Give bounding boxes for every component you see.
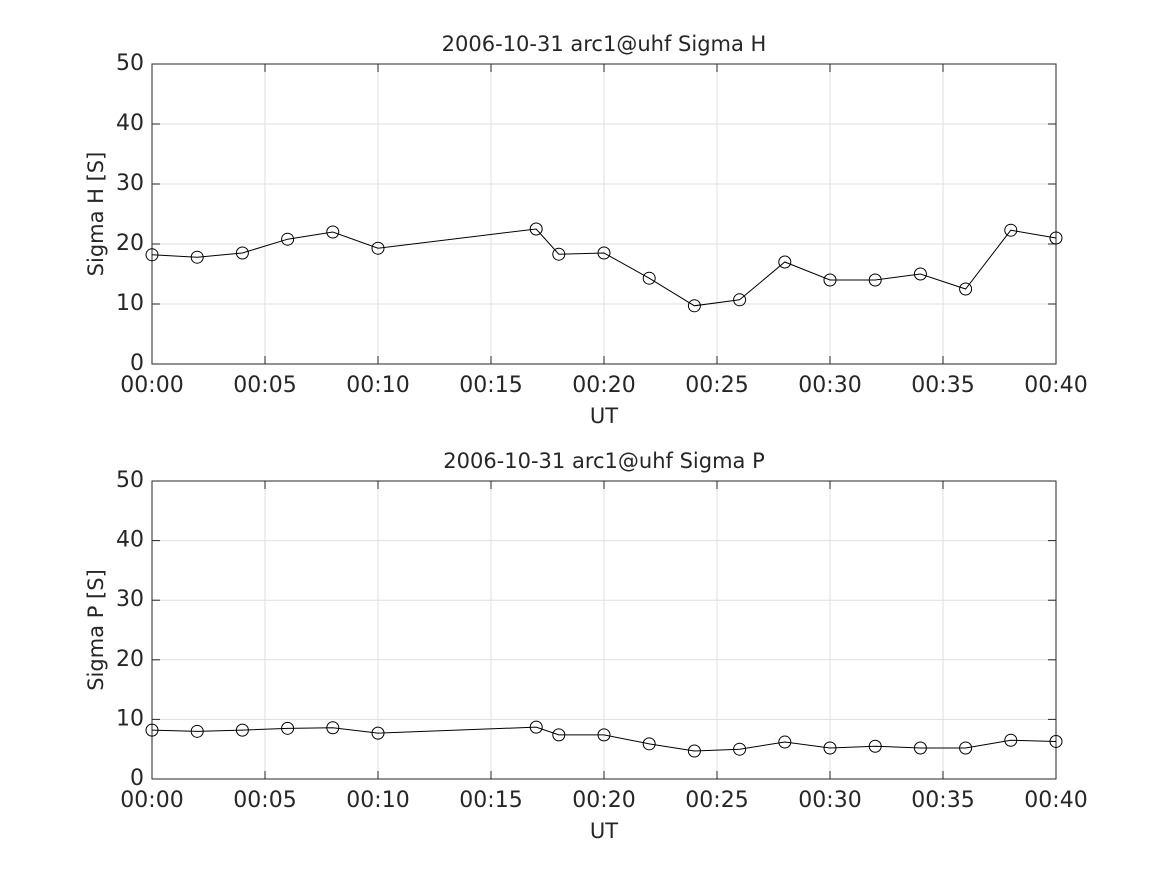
data-point [529, 222, 543, 236]
data-point [371, 726, 385, 740]
y-tick-label: 0 [130, 766, 144, 791]
data-point [552, 247, 566, 261]
data-point [235, 723, 249, 737]
data-point [145, 248, 159, 262]
y-tick-label: 40 [116, 111, 144, 136]
x-tick-label: 00:15 [459, 373, 522, 398]
x-tick-label: 00:10 [346, 373, 409, 398]
x-tick-label: 00:20 [572, 788, 635, 813]
data-line [151, 726, 1057, 752]
data-point [1004, 223, 1018, 237]
data-point [281, 721, 295, 735]
axes-box [151, 480, 1057, 780]
y-tick-label: 30 [116, 587, 144, 612]
data-point [1004, 733, 1018, 747]
y-tick-label: 50 [116, 468, 144, 493]
data-point [642, 737, 656, 751]
x-tick-label: 00:35 [911, 373, 974, 398]
data-point [913, 267, 927, 281]
x-tick-label: 00:30 [798, 788, 861, 813]
data-point [529, 720, 543, 734]
x-tick-label: 00:40 [1024, 373, 1087, 398]
data-point [959, 282, 973, 296]
y-tick-label: 10 [116, 706, 144, 731]
data-point [868, 739, 882, 753]
data-point [281, 232, 295, 246]
data-point [552, 728, 566, 742]
data-point [823, 273, 837, 287]
x-axis-label: UT [590, 819, 618, 843]
y-axis-label: Sigma H [S] [84, 152, 108, 277]
x-tick-label: 00:25 [685, 788, 748, 813]
x-tick-label: 00:00 [120, 373, 183, 398]
y-axis-label: Sigma P [S] [84, 569, 108, 691]
x-tick-label: 00:15 [459, 788, 522, 813]
chart-title: 2006-10-31 arc1@uhf Sigma P [443, 449, 765, 473]
data-point [597, 246, 611, 260]
data-point [733, 293, 747, 307]
data-point [190, 724, 204, 738]
x-tick-label: 00:20 [572, 373, 635, 398]
data-line [151, 228, 1057, 307]
data-point [597, 728, 611, 742]
chart-title: 2006-10-31 arc1@uhf Sigma H [442, 32, 767, 56]
data-point [1049, 734, 1063, 748]
y-tick-label: 30 [116, 171, 144, 196]
data-point [1049, 231, 1063, 245]
data-point [778, 735, 792, 749]
y-tick-label: 0 [130, 351, 144, 376]
y-tick-label: 20 [116, 231, 144, 256]
axes-box [151, 63, 1057, 365]
x-tick-label: 00:30 [798, 373, 861, 398]
x-tick-label: 00:05 [233, 788, 296, 813]
y-tick-label: 20 [116, 647, 144, 672]
data-point [145, 723, 159, 737]
data-point [371, 241, 385, 255]
data-point [959, 741, 973, 755]
x-tick-label: 00:00 [120, 788, 183, 813]
data-point [733, 742, 747, 756]
data-point [235, 246, 249, 260]
y-tick-label: 50 [116, 51, 144, 76]
y-tick-label: 10 [116, 291, 144, 316]
data-point [778, 255, 792, 269]
x-tick-label: 00:10 [346, 788, 409, 813]
data-point [326, 721, 340, 735]
x-tick-label: 00:25 [685, 373, 748, 398]
data-point [868, 273, 882, 287]
data-point [913, 741, 927, 755]
data-point [687, 744, 701, 758]
x-tick-label: 00:40 [1024, 788, 1087, 813]
data-point [642, 271, 656, 285]
x-tick-label: 00:35 [911, 788, 974, 813]
x-axis-label: UT [590, 404, 618, 428]
data-point [823, 741, 837, 755]
x-tick-label: 00:05 [233, 373, 296, 398]
data-point [190, 250, 204, 264]
y-tick-label: 40 [116, 528, 144, 553]
data-point [687, 299, 701, 313]
data-point [326, 225, 340, 239]
